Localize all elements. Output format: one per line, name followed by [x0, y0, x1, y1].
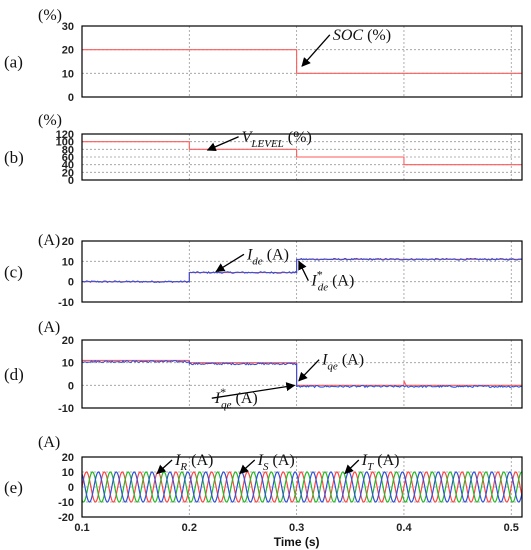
y-tick-label: 20: [62, 236, 74, 248]
x-tick-label: 0.5: [504, 522, 519, 534]
unit-label: (%): [38, 112, 62, 129]
annotation-arrow: [298, 359, 320, 382]
annotation-arrow: [156, 459, 173, 475]
panel-d: -10 0 10 20(A) (d) Iqe (A) I* qe (A): [4, 319, 523, 415]
series-line-1: [82, 359, 522, 386]
panel-label: (a): [4, 53, 23, 72]
y-tick-label: 10: [62, 68, 74, 80]
x-tick-label: 0.3: [289, 522, 304, 534]
y-tick-label: 120: [56, 129, 74, 141]
panel-label: (e): [4, 478, 23, 497]
y-tick-label: 0: [68, 482, 74, 494]
annotation-arrow: [298, 260, 309, 281]
y-tick-label: 60: [62, 152, 74, 164]
y-tick-label: 80: [62, 144, 74, 156]
y-tick-label: 10: [62, 256, 74, 268]
plot-frame: [81, 240, 523, 303]
y-tick-label: 100: [56, 137, 74, 149]
plot-frame: [81, 456, 523, 518]
y-tick-label: 20: [62, 335, 74, 347]
y-tick-label: 0: [68, 92, 74, 104]
y-tick-label: 10: [62, 467, 74, 479]
series-line-1: [82, 258, 522, 283]
y-tick-label: 40: [62, 160, 74, 172]
unit-label: (A): [38, 434, 60, 451]
annotation-label: IT (A): [361, 452, 400, 473]
panel-label: (b): [4, 148, 24, 167]
y-tick-label: 0: [68, 277, 74, 289]
y-tick-label: -10: [58, 297, 74, 309]
unit-label: (A): [38, 319, 60, 336]
y-tick-label: 10: [62, 358, 74, 370]
annotation-arrow: [211, 382, 296, 399]
annotation-arrow: [301, 34, 331, 67]
y-tick-label: 0: [68, 380, 74, 392]
annotation-arrow: [344, 459, 360, 475]
unit-label: (A): [38, 232, 60, 249]
panel-label: (c): [4, 263, 23, 282]
x-axis-title: Time (s): [274, 535, 320, 549]
panel-c: -10 0 10 20(A) (c) Ide (A) I* de (A): [4, 232, 523, 309]
series-line-1: [82, 49, 522, 74]
y-tick-label: 20: [62, 167, 74, 179]
annotation-label: I* de (A): [310, 268, 354, 294]
series-line-2: [82, 257, 522, 284]
annotation-label: I* qe (A): [214, 385, 258, 411]
unit-label: (%): [38, 7, 62, 24]
series-line-2: [82, 359, 522, 389]
plot-frame: [81, 25, 523, 98]
y-tick-label: 20: [62, 452, 74, 464]
y-tick-label: 20: [62, 45, 74, 57]
plot-frame: [81, 339, 523, 409]
phase-current-2: [82, 471, 522, 503]
annotation-label: VLEVEL (%): [242, 129, 312, 150]
annotation-label: IR (A): [174, 452, 213, 473]
x-tick-label: 0.4: [396, 522, 412, 534]
annotation-label: Ide (A): [246, 246, 289, 267]
plot-frame: [81, 133, 523, 181]
x-tick-label: 0.1: [74, 522, 89, 534]
panel-label: (d): [4, 365, 24, 384]
y-tick-label: -10: [58, 403, 74, 415]
annotation-label: Iqe (A): [321, 352, 364, 373]
y-tick-label: -20: [58, 512, 74, 524]
y-tick-label: -10: [58, 497, 74, 509]
series-line-1: [82, 141, 522, 166]
panel-a: 0 10 20 30(%) (a) SOC (%): [4, 7, 523, 104]
annotation-label: IS (A): [257, 452, 295, 473]
annotation-arrow: [215, 253, 245, 273]
annotation-arrow: [239, 459, 256, 475]
annotation-arrow: [206, 136, 239, 152]
y-tick-label: 30: [62, 21, 74, 33]
annotation-label: SOC (%): [333, 27, 391, 44]
y-tick-label: 0: [68, 175, 74, 187]
panel-e: -20 -10 0 10 20(A) (e) IR (A) IS (A) IT (A): [4, 434, 523, 524]
x-tick-label: 0.2: [182, 522, 197, 534]
phase-current-3: [82, 471, 522, 503]
